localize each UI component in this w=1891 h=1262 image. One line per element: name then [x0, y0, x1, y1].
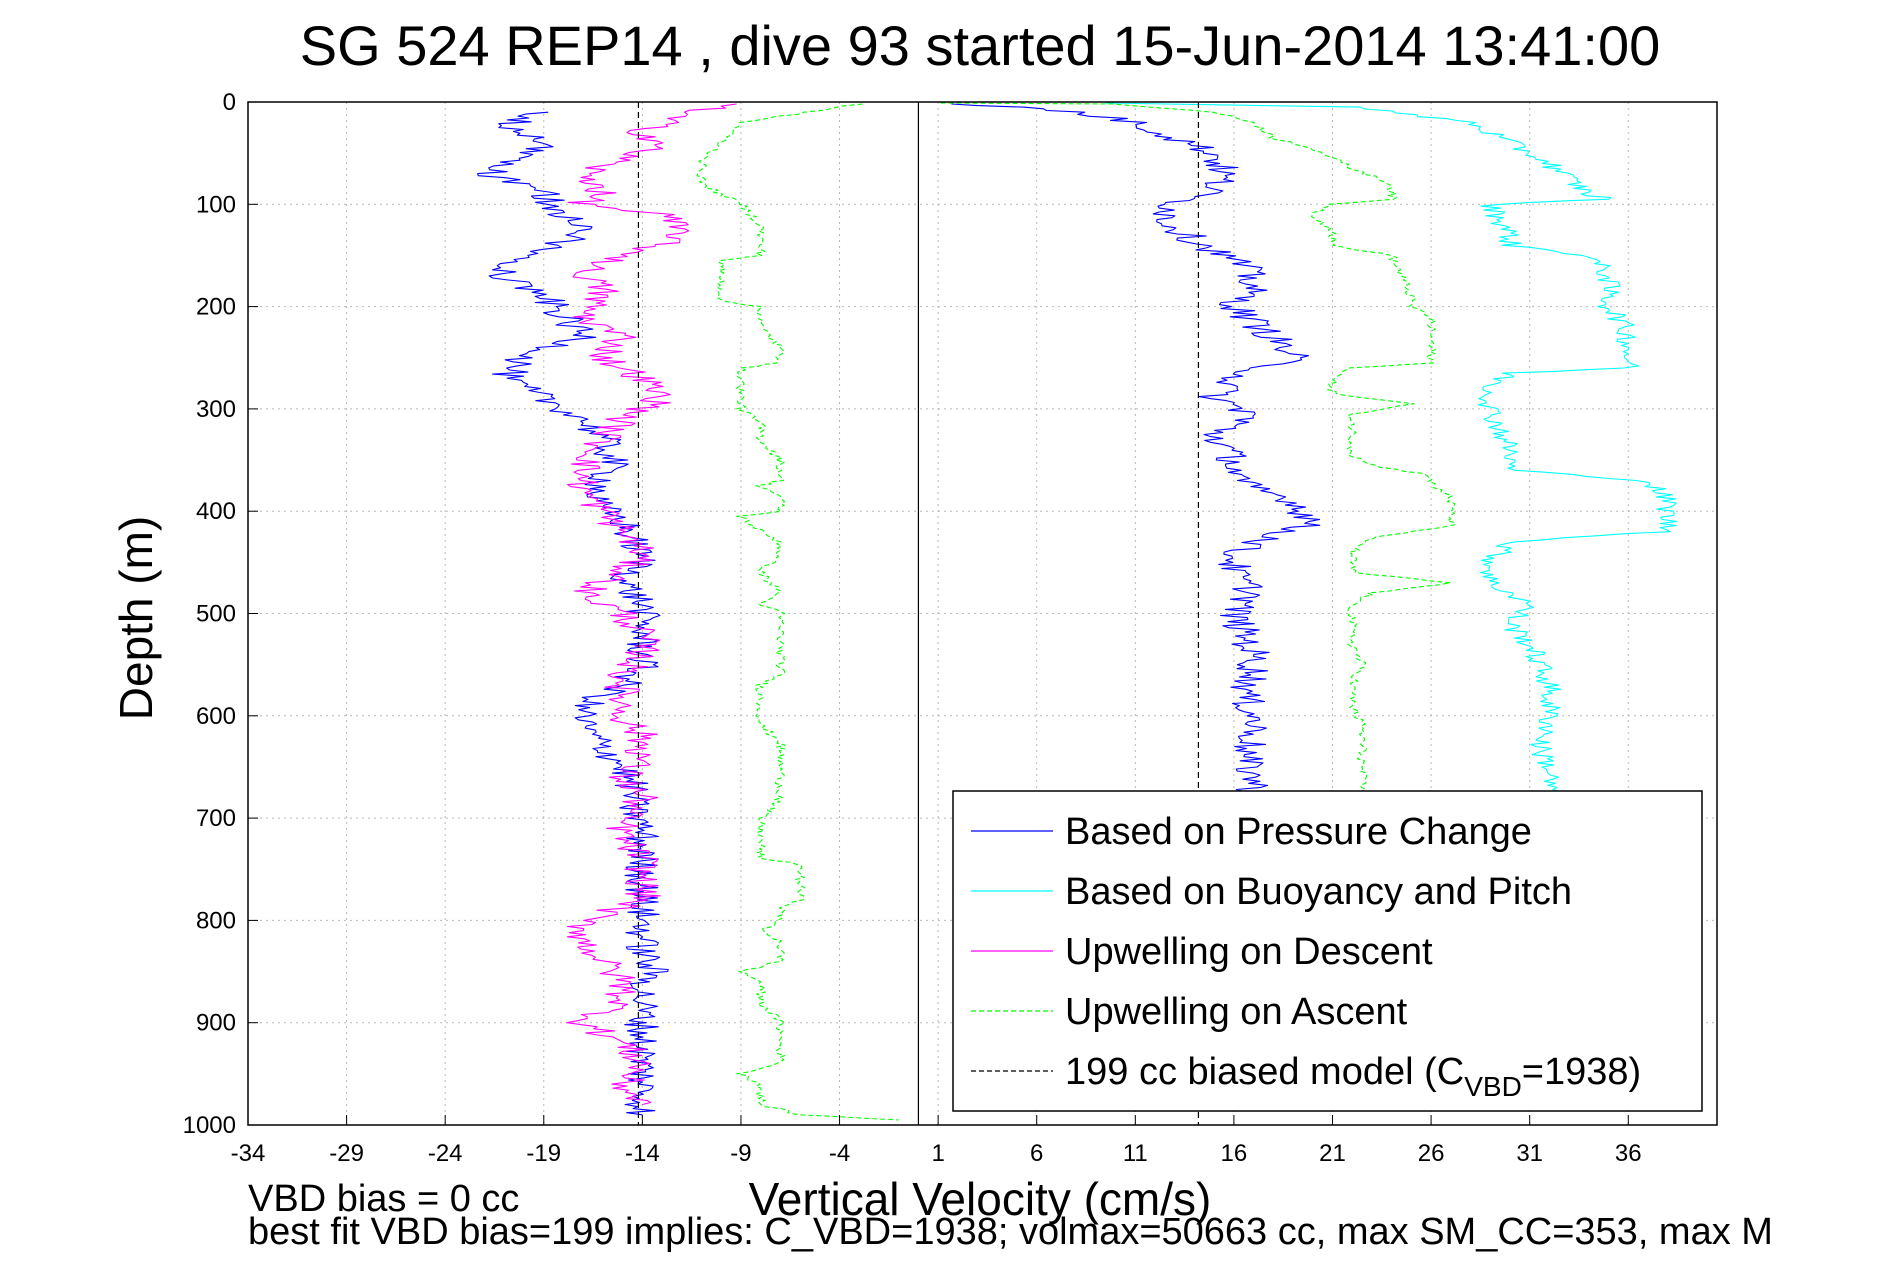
best-fit-note: best fit VBD bias=199 implies: C_VBD=193… [248, 1211, 1773, 1253]
y-tick-label: 1000 [183, 1112, 236, 1139]
x-tick-label: 21 [1319, 1140, 1346, 1167]
legend-label: Upwelling on Ascent [1065, 991, 1408, 1033]
legend-box [952, 790, 1703, 1112]
legend-label: Based on Pressure Change [1065, 811, 1532, 853]
x-tick-label: 11 [1123, 1140, 1148, 1167]
legend-label: Upwelling on Descent [1065, 931, 1433, 973]
y-tick-label: 600 [196, 703, 236, 730]
series-line-4 [696, 103, 899, 1121]
x-tick-label: 36 [1615, 1140, 1642, 1167]
y-tick-label: 800 [196, 907, 236, 934]
vbd-bias-note: VBD bias = 0 cc [248, 1178, 520, 1220]
y-tick-label: 200 [196, 294, 236, 321]
x-tick-label: 31 [1516, 1140, 1543, 1167]
y-tick-label: 400 [196, 498, 236, 525]
x-axis-label: Vertical Velocity (cm/s) [749, 1173, 1212, 1225]
y-tick-label: 100 [196, 191, 236, 218]
x-tick-label: -9 [730, 1140, 751, 1167]
y-axis-label: Depth (m) [110, 516, 162, 720]
x-tick-label: 1 [931, 1140, 944, 1167]
y-tick-label: 0 [223, 89, 236, 116]
y-tick-label: 500 [196, 601, 236, 628]
x-tick-label: 26 [1418, 1140, 1445, 1167]
series-line-1 [951, 103, 1321, 799]
legend-label: Based on Buoyancy and Pitch [1065, 871, 1572, 913]
y-tick-label: 700 [196, 805, 236, 832]
x-tick-label: -14 [625, 1140, 660, 1167]
x-tick-label: -29 [329, 1140, 364, 1167]
y-tick-label: 900 [196, 1010, 236, 1037]
x-tick-label: -19 [526, 1140, 561, 1167]
series-line-2 [1105, 102, 1678, 809]
series-line-5 [940, 102, 1457, 808]
x-tick-label: -24 [428, 1140, 463, 1167]
x-tick-label: 6 [1030, 1140, 1043, 1167]
axis-ticks: -34 -29 -24 -19 -14 -9 -4 1 6 11 16 21 26 31 360100200… [183, 89, 1642, 1167]
series-layer [477, 102, 1678, 1121]
y-tick-label: 300 [196, 396, 236, 423]
legend-label: 199 cc biased model (CVBD=1938) [1065, 1051, 1641, 1102]
legend: Based on Pressure Change Based on Buoyanc… [952, 790, 1703, 1112]
x-tick-label: 16 [1221, 1140, 1248, 1167]
chart-title: SG 524 REP14 , dive 93 started 15-Jun-20… [300, 14, 1660, 77]
x-tick-label: -4 [829, 1140, 850, 1167]
x-tick-label: -34 [231, 1140, 266, 1167]
series-line-3 [566, 103, 737, 1106]
